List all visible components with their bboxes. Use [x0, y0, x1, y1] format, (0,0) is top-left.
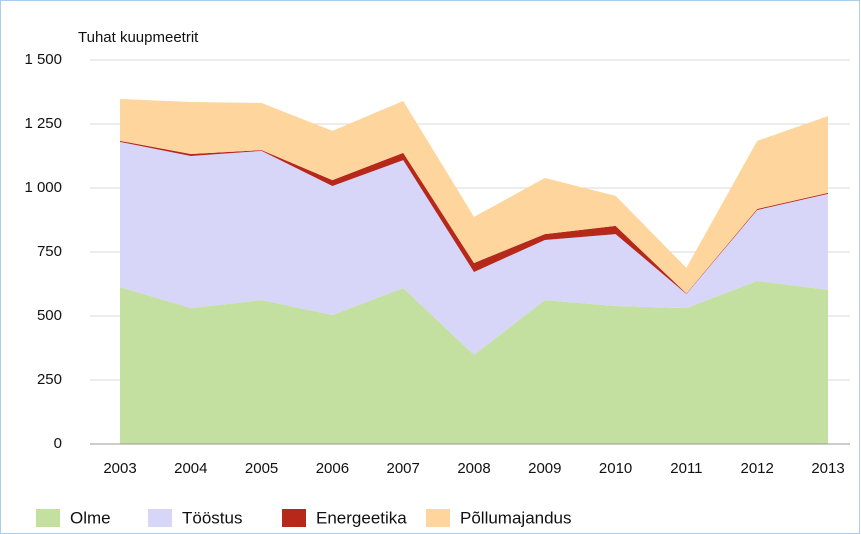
- y-tick-label: 750: [37, 243, 62, 260]
- x-tick-label: 2012: [741, 460, 774, 477]
- y-tick-label: 0: [54, 435, 62, 452]
- x-tick-label: 2010: [599, 460, 632, 477]
- y-tick-label: 1 500: [24, 51, 62, 68]
- area: [120, 98, 828, 294]
- x-tick-label: 2007: [387, 460, 420, 477]
- legend-swatch: [426, 509, 450, 527]
- x-tick-label: 2011: [670, 460, 702, 477]
- legend-label: Olme: [70, 508, 111, 527]
- legend-label: Tööstus: [182, 508, 242, 527]
- area: [120, 141, 828, 355]
- area: [120, 280, 828, 444]
- x-tick-label: 2006: [316, 460, 349, 477]
- x-tick-label: 2004: [174, 460, 207, 477]
- x-tick-label: 2005: [245, 460, 278, 477]
- y-tick-label: 1 000: [24, 179, 62, 196]
- legend-label: Põllumajandus: [460, 508, 572, 527]
- y-tick-label: 500: [37, 307, 62, 324]
- legend-swatch: [282, 509, 306, 527]
- x-tick-label: 2009: [528, 460, 561, 477]
- y-tick-label: 250: [37, 371, 62, 388]
- x-tick-label: 2003: [103, 460, 136, 477]
- y-tick-label: 1 250: [24, 115, 62, 132]
- legend-swatch: [148, 509, 172, 527]
- legend-swatch: [36, 509, 60, 527]
- area: [120, 140, 828, 294]
- x-tick-label: 2013: [811, 460, 844, 477]
- y-axis-label: Tuhat kuupmeetrit: [78, 29, 199, 46]
- legend-label: Energeetika: [316, 508, 407, 527]
- x-tick-label: 2008: [457, 460, 490, 477]
